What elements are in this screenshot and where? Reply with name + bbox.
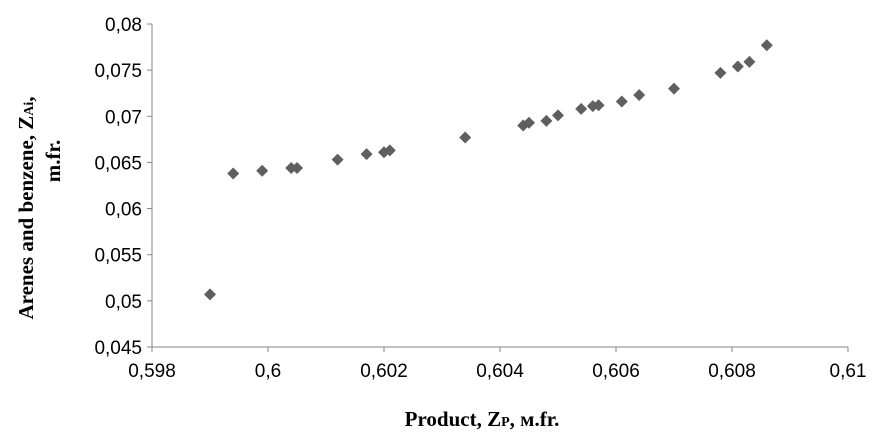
data-point — [592, 99, 605, 112]
data-point — [256, 164, 269, 177]
y-axis-title-line1-main: Arenes and benzene, Z — [14, 116, 38, 320]
x-tick-label: 0,6 — [255, 361, 281, 382]
data-point — [575, 102, 588, 115]
data-point — [459, 131, 472, 144]
x-tick-label: 0,608 — [708, 361, 756, 382]
data-point — [331, 153, 344, 166]
data-point — [360, 148, 373, 161]
x-tick-label: 0,604 — [476, 361, 524, 382]
y-axis-title-line1-tail: , — [14, 96, 38, 101]
y-tick-label: 0,07 — [105, 107, 142, 128]
y-tick-label: 0,045 — [94, 338, 142, 359]
data-point — [227, 167, 240, 180]
x-axis-title: Product, ZP, м.fr. — [405, 407, 560, 431]
y-axis-title-line2-group: m.fr. — [41, 140, 65, 182]
x-tick-label: 0,598 — [128, 361, 176, 382]
x-axis-title-sub: P — [501, 415, 510, 430]
x-tick-label: 0,61 — [830, 361, 867, 382]
data-point — [615, 95, 628, 108]
y-axis-title-line1: Arenes and benzene, ZAi, — [14, 96, 38, 319]
data-points — [204, 39, 773, 301]
data-point — [204, 288, 216, 301]
data-point — [383, 144, 396, 157]
y-axis-title-line1-group: Arenes and benzene, ZAi, — [14, 96, 38, 319]
y-tick-label: 0,055 — [94, 246, 142, 267]
y-tick-label: 0,08 — [105, 15, 142, 36]
data-point — [523, 116, 535, 129]
ticks: 0,045 0,05 0,055 0,06 0,065 0,07 0,075 0,08 0,59… — [94, 15, 866, 382]
y-axis-title-line1-sub: Ai — [22, 102, 37, 116]
data-point — [743, 55, 756, 68]
data-point — [668, 82, 680, 95]
data-point — [552, 109, 564, 122]
data-point — [760, 39, 773, 52]
y-tick-label: 0,075 — [94, 61, 142, 82]
x-axis-title-main: Product, Z — [405, 407, 501, 431]
x-tick-label: 0,606 — [592, 361, 640, 382]
x-axis-title-tail: , м.fr. — [510, 407, 560, 431]
data-point — [633, 89, 646, 102]
data-point — [731, 60, 744, 73]
axes — [151, 24, 848, 348]
y-axis-title-line2: m.fr. — [41, 140, 65, 182]
y-tick-label: 0,05 — [105, 292, 142, 313]
y-tick-label: 0,065 — [94, 153, 142, 174]
x-tick-label: 0,602 — [360, 361, 408, 382]
y-tick-label: 0,06 — [105, 200, 142, 221]
data-point — [714, 66, 727, 79]
data-point — [540, 114, 553, 127]
data-point — [291, 161, 303, 174]
